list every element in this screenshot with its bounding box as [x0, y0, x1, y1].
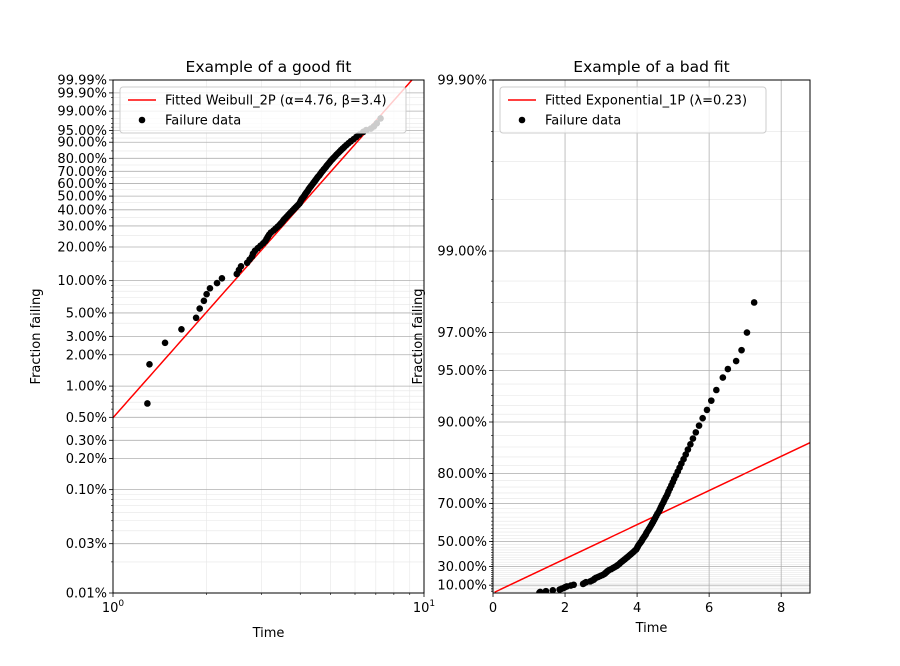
- y-tick-label: 20.00%: [57, 240, 107, 255]
- y-tick-label: 2.00%: [66, 348, 107, 363]
- y-tick-label: 80.00%: [437, 467, 487, 482]
- y-tick-label: 90.00%: [57, 136, 107, 151]
- data-point: [542, 587, 550, 593]
- data-point: [687, 440, 694, 448]
- data-point: [682, 451, 690, 458]
- y-tick-label: 40.00%: [57, 203, 107, 218]
- data-point: [196, 305, 203, 312]
- data-point: [200, 297, 208, 305]
- data-point: [719, 374, 727, 381]
- y-tick-label: 5.00%: [66, 306, 107, 321]
- x-axis-label: Time: [252, 626, 285, 641]
- data-point: [738, 346, 745, 354]
- data-point: [699, 414, 706, 422]
- x-tick-label: 0: [489, 601, 497, 616]
- legend: Fitted Exponential_1P (λ=0.23) Failure da…: [499, 86, 767, 134]
- y-axis-label: Fraction failing: [29, 289, 44, 385]
- legend-data-label: Failure data: [165, 114, 241, 129]
- plot-area: [494, 299, 810, 593]
- legend-data-label: Failure data: [545, 114, 621, 129]
- x-tick-label: 100: [102, 599, 125, 616]
- x-tick-label: 6: [705, 601, 713, 616]
- grid: [493, 80, 810, 593]
- data-point: [713, 386, 720, 394]
- y-tick-label: 70.00%: [57, 165, 107, 180]
- x-tick-label: 4: [633, 601, 641, 616]
- legend-fit-label: Fitted Exponential_1P (λ=0.23): [545, 94, 747, 109]
- legend-box: [499, 86, 767, 134]
- data-point: [695, 422, 703, 429]
- y-axis-label: Fraction failing: [411, 289, 426, 385]
- x-tick-label: 101: [413, 599, 435, 616]
- data-point: [146, 361, 153, 368]
- data-point: [703, 406, 711, 414]
- y-tick-label: 99.00%: [57, 105, 107, 120]
- y-tick-label: 95.00%: [57, 124, 107, 139]
- y-tick-label: 1.00%: [66, 380, 107, 395]
- data-point: [203, 290, 210, 298]
- data-point: [213, 279, 221, 287]
- bad-fit-panel: 10.00% 30.00% 50.00% 70.00% 80.00% 90.00% 95.0…: [411, 58, 811, 636]
- data-point: [161, 339, 169, 347]
- data-point: [536, 588, 544, 593]
- legend-data-swatch: [138, 116, 146, 124]
- data-point: [684, 446, 692, 453]
- chart-title: Example of a good fit: [186, 58, 352, 76]
- y-tick-label: 3.00%: [66, 330, 107, 345]
- good-fit-panel: 0.01% 0.03% 0.10% 0.20% 0.30% 0.50% 1.00% 2.00%…: [29, 58, 435, 641]
- y-tick-label: 99.99%: [57, 74, 107, 89]
- data-point: [570, 581, 577, 589]
- legend-fit-label: Fitted Weibull_2P (α=4.76, β=3.4): [165, 94, 387, 109]
- data-point: [144, 400, 151, 407]
- data-point: [692, 429, 700, 436]
- y-tick-label: 0.10%: [66, 483, 107, 498]
- legend-box: [119, 86, 407, 134]
- legend: Fitted Weibull_2P (α=4.76, β=3.4) Failure…: [119, 86, 407, 134]
- y-tick-label: 99.90%: [437, 74, 487, 89]
- data-point: [708, 397, 715, 404]
- legend-data-swatch: [518, 116, 526, 124]
- y-tick-label: 60.00%: [57, 177, 107, 192]
- y-tick-label: 10.00%: [57, 274, 107, 289]
- y-tick-label: 80.00%: [57, 152, 107, 167]
- y-tick-label: 0.50%: [66, 411, 107, 426]
- y-tick-label: 90.00%: [437, 416, 487, 431]
- data-point: [549, 587, 557, 593]
- y-tick-label: 0.20%: [66, 452, 107, 467]
- y-tick-label: 99.90%: [57, 86, 107, 101]
- data-point: [178, 326, 185, 333]
- data-point: [732, 357, 740, 365]
- y-tick-label: 50.00%: [437, 535, 487, 550]
- y-tick-label: 10.00%: [437, 579, 487, 594]
- y-tick-label: 0.03%: [66, 537, 107, 552]
- data-point: [750, 299, 758, 306]
- axes-frame: [492, 79, 811, 594]
- data-point: [218, 275, 226, 282]
- y-tick-label: 95.00%: [437, 364, 487, 379]
- grid: [113, 80, 424, 593]
- y-tick-label: 0.01%: [66, 587, 107, 602]
- y-tick-label: 70.00%: [437, 497, 487, 512]
- y-tick-label: 30.00%: [437, 560, 487, 575]
- data-point: [206, 285, 214, 292]
- y-tick-label: 99.00%: [437, 245, 487, 260]
- x-tick-label: 2: [561, 601, 569, 616]
- x-tick-label: 8: [777, 601, 785, 616]
- data-point: [192, 314, 200, 322]
- y-tick-label: 50.00%: [57, 190, 107, 205]
- y-tick-label: 97.00%: [437, 326, 487, 341]
- data-point: [237, 263, 245, 270]
- y-tick-label: 30.00%: [57, 219, 107, 234]
- x-axis-label: Time: [635, 621, 668, 636]
- y-tick-label: 0.30%: [66, 434, 107, 449]
- data-point: [724, 365, 732, 373]
- data-point: [689, 435, 697, 442]
- data-point: [743, 329, 751, 336]
- chart-title: Example of a bad fit: [573, 58, 729, 76]
